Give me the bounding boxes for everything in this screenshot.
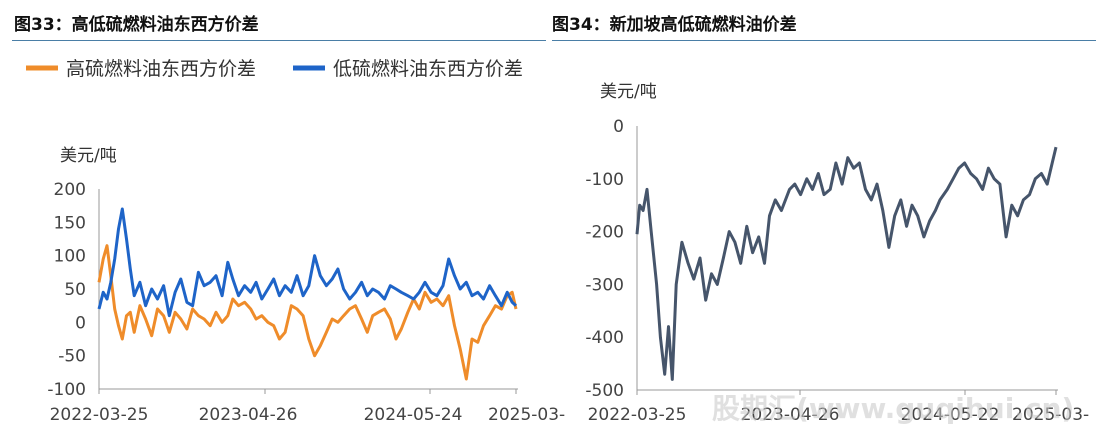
x-tick-label: 2024-05-24 xyxy=(364,405,463,425)
x-tick-label: 2023-04-26 xyxy=(199,405,298,425)
x-tick-label: 2025-03- xyxy=(1012,405,1089,425)
chart-right-plot: 0 -100 -200 -300 -400 -500 2022-03-25 2023-04-2… xyxy=(585,117,1089,425)
y-tick-label: -400 xyxy=(585,328,624,348)
chart-title-right: 图34：新加坡高低硫燃料油价差 xyxy=(552,15,797,35)
x-tick-label: 2023-04-26 xyxy=(741,405,840,425)
chart-title-left: 图33：高低硫燃料油东西方价差 xyxy=(14,15,259,35)
y-tick-label: 200 xyxy=(54,180,86,200)
y-axis-unit-right: 美元/吨 xyxy=(600,82,657,102)
watermark: 股期汇(www.guqihui.cn) xyxy=(712,392,1074,425)
x-tick-label: 2022-03-25 xyxy=(588,405,687,425)
y-axis-unit-left: 美元/吨 xyxy=(60,146,117,166)
y-tick-label: -100 xyxy=(47,380,86,400)
y-tick-label: 50 xyxy=(64,280,86,300)
title-divider-right xyxy=(552,40,1096,41)
y-tick-label: -50 xyxy=(58,347,86,367)
y-tick-label: -300 xyxy=(585,275,624,295)
title-divider-left xyxy=(12,40,546,41)
x-tick-label: 2024-05-22 xyxy=(901,405,1000,425)
series-line-spread xyxy=(635,146,1058,381)
legend-label-ls: 低硫燃料油东西方价差 xyxy=(333,58,523,80)
x-tick-label: 2025-03- xyxy=(488,405,565,425)
y-tick-label: 100 xyxy=(54,247,86,267)
y-tick-label: 150 xyxy=(54,213,86,233)
legend-label-hs: 高硫燃料油东西方价差 xyxy=(66,58,256,80)
legend: 高硫燃料油东西方价差 低硫燃料油东西方价差 xyxy=(26,58,523,80)
y-tick-label: -500 xyxy=(585,381,624,401)
chart-left-plot: 200 150 100 50 0 -50 -100 2022-03-25 2023-04-26 2… xyxy=(47,180,565,425)
series-line-ls xyxy=(97,207,518,318)
y-tick-label: -200 xyxy=(585,223,624,243)
y-tick-label: -100 xyxy=(585,170,624,190)
x-tick-label: 2022-03-25 xyxy=(50,405,149,425)
y-tick-label: 0 xyxy=(613,117,624,137)
series-line-hs xyxy=(97,244,518,381)
y-tick-label: 0 xyxy=(75,313,86,333)
